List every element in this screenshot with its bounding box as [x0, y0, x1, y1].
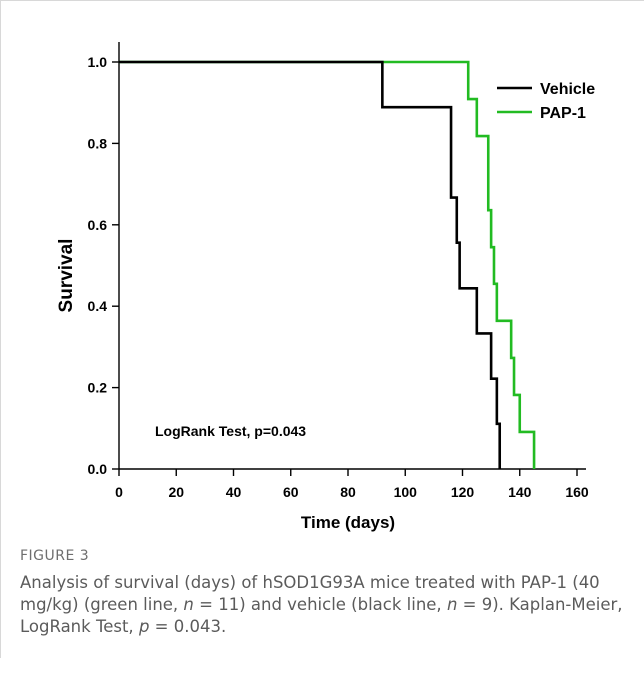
x-tick-label: 60	[283, 484, 299, 500]
x-tick-label: 120	[451, 484, 475, 500]
x-tick-label: 100	[394, 484, 418, 500]
series-line-vehicle	[119, 62, 500, 469]
caption-n-symbol: n	[447, 595, 457, 614]
y-axis-label: Survival	[56, 239, 77, 313]
y-tick-label: 1.0	[88, 54, 108, 70]
caption-n-symbol: n	[183, 595, 193, 614]
y-tick-label: 0.8	[88, 135, 108, 151]
x-tick-label: 140	[508, 484, 532, 500]
y-tick-label: 0.2	[88, 380, 108, 396]
y-tick-label: 0.4	[88, 298, 108, 314]
logrank-annotation: LogRank Test, p=0.043	[155, 423, 306, 439]
caption-part: = 0.043.	[149, 617, 226, 636]
series-line-pap-1	[119, 62, 534, 469]
legend-label-vehicle: Vehicle	[540, 81, 595, 98]
y-tick-label: 0.6	[88, 217, 108, 233]
x-tick-label: 80	[340, 484, 356, 500]
figure-caption-text: Analysis of survival (days) of hSOD1G93A…	[20, 572, 630, 638]
legend-label-pap-1: PAP-1	[540, 105, 586, 122]
caption-p-symbol: p	[139, 617, 149, 636]
chart-series	[119, 62, 534, 469]
x-tick-label: 160	[565, 484, 589, 500]
x-tick-label: 40	[226, 484, 242, 500]
figure-caption: FIGURE 3 Analysis of survival (days) of …	[20, 548, 630, 638]
x-tick-label: 20	[168, 484, 184, 500]
caption-part: = 11) and vehicle (black line,	[194, 595, 447, 614]
survival-chart: 0 20 40 60 80 100 120 140 1600.00.20.40.60.81.0 …	[0, 0, 644, 540]
chart-legend: Vehicle PAP-1	[497, 81, 595, 122]
x-tick-label: 0	[115, 484, 123, 500]
figure-label: FIGURE 3	[20, 548, 630, 564]
y-tick-label: 0.0	[88, 461, 108, 477]
x-axis-label: Time (days)	[301, 513, 395, 532]
